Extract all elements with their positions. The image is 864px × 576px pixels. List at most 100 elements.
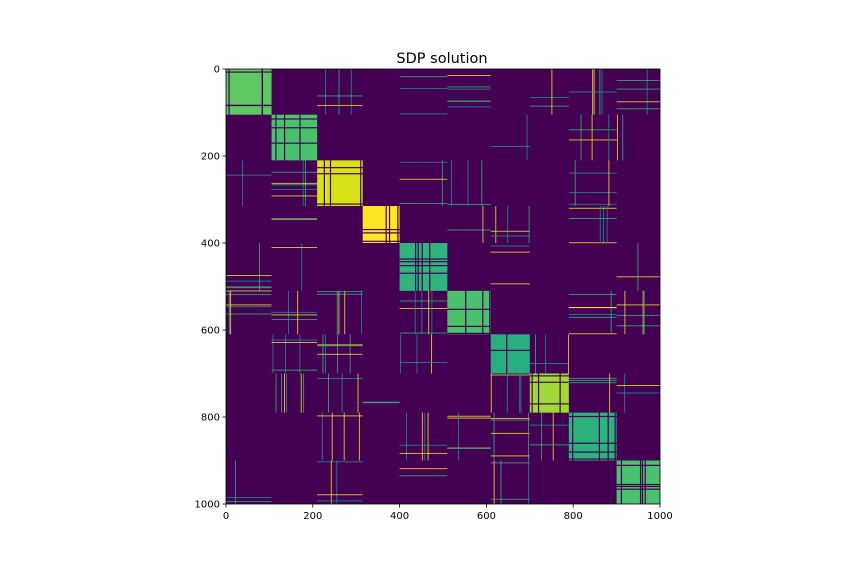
heatmap-line	[490, 417, 530, 419]
heatmap-line	[275, 373, 277, 413]
heatmap-gap	[323, 160, 325, 207]
heatmap-line	[609, 373, 611, 413]
x-tick-label: 200	[303, 511, 322, 522]
heatmap-gap	[616, 464, 660, 466]
heatmap-gap	[317, 167, 363, 169]
heatmap-line	[234, 460, 236, 504]
heatmap-line	[490, 145, 530, 147]
heatmap-line	[447, 203, 491, 205]
heatmap-line	[568, 242, 617, 244]
heatmap-line	[568, 333, 617, 335]
heatmap-line	[362, 401, 400, 403]
heatmap-line	[616, 114, 618, 161]
heatmap-gap	[399, 261, 448, 263]
heatmap-gap	[271, 142, 318, 144]
heatmap-line	[529, 97, 569, 98]
heatmap-line	[399, 307, 448, 309]
heatmap-line	[447, 447, 491, 449]
heatmap-gap	[317, 203, 363, 205]
heatmap-line	[259, 243, 260, 291]
axes-frame	[225, 68, 661, 505]
heatmap-line	[428, 290, 430, 335]
heatmap-line	[399, 178, 448, 180]
heatmap-line	[399, 468, 448, 470]
heatmap-line	[317, 500, 363, 502]
heatmap-block-7	[490, 334, 530, 374]
heatmap-gap	[429, 243, 431, 291]
heatmap-line	[568, 91, 617, 93]
heatmap-line	[568, 139, 617, 141]
heatmap-gap	[275, 114, 277, 161]
heatmap-line	[520, 373, 522, 413]
heatmap-line	[644, 290, 645, 335]
heatmap-line	[283, 373, 285, 413]
heatmap-gap	[317, 173, 363, 175]
heatmap-line	[506, 373, 508, 413]
heatmap-line	[458, 412, 460, 461]
heatmap-line	[490, 498, 530, 500]
heatmap-block-9	[568, 412, 617, 461]
heatmap-line	[286, 373, 288, 413]
heatmap-line	[568, 334, 570, 374]
heatmap-line	[226, 313, 272, 315]
heatmap-block-2	[271, 114, 318, 161]
heatmap-line	[338, 69, 340, 115]
heatmap-gap	[572, 412, 574, 461]
heatmap-block-10	[616, 460, 660, 504]
heatmap-line	[226, 174, 272, 176]
heatmap-line	[341, 373, 343, 413]
heatmap-line	[325, 334, 326, 374]
heatmap-line	[599, 206, 601, 243]
heatmap-line	[574, 160, 576, 207]
heatmap-line	[568, 203, 617, 205]
heatmap-gap	[529, 403, 569, 405]
heatmap-line	[616, 108, 660, 110]
heatmap-line	[399, 475, 448, 477]
heatmap-gap	[271, 127, 318, 129]
heatmap-line	[482, 206, 484, 243]
heatmap-block-4	[362, 206, 400, 243]
heatmap-line	[490, 283, 530, 285]
heatmap-line	[317, 461, 363, 463]
heatmap-line	[616, 325, 660, 327]
heatmap-line	[271, 311, 318, 313]
heatmap-line	[271, 318, 318, 320]
heatmap-line	[281, 373, 283, 413]
heatmap-line	[568, 306, 617, 308]
heatmap-line	[399, 332, 448, 334]
heatmap-line	[431, 334, 433, 374]
x-tick-label: 600	[477, 511, 496, 522]
heatmap-gap	[490, 349, 530, 351]
heatmap-line	[568, 207, 617, 209]
heatmap-line	[424, 412, 426, 461]
heatmap-line	[507, 206, 509, 243]
heatmap-gap	[388, 206, 391, 243]
heatmap-gap	[537, 373, 540, 413]
heatmap-line	[493, 460, 495, 504]
heatmap-line	[616, 304, 660, 306]
heatmap-gap	[568, 415, 617, 418]
heatmap-line	[271, 188, 318, 190]
heatmap-line	[338, 290, 340, 335]
heatmap-line	[624, 290, 626, 335]
heatmap-gap	[226, 71, 272, 73]
heatmap-line	[317, 415, 363, 417]
heatmap-line	[608, 160, 610, 207]
heatmap-line	[230, 290, 232, 335]
heatmap-line	[226, 290, 272, 292]
heatmap-gap	[399, 258, 448, 260]
heatmap-gap	[529, 381, 569, 383]
heatmap-line	[519, 373, 521, 413]
y-tick-label: 200	[201, 152, 220, 163]
heatmap-gap	[447, 308, 491, 310]
heatmap-line	[591, 114, 593, 161]
heatmap-gap	[568, 442, 617, 444]
heatmap-line	[545, 334, 547, 374]
heatmap-line	[447, 75, 491, 76]
heatmap-line	[416, 334, 418, 374]
heatmap-line	[490, 432, 530, 434]
heatmap-line	[526, 114, 528, 161]
heatmap-gap	[397, 206, 399, 243]
heatmap-line	[490, 251, 530, 253]
heatmap-line	[431, 290, 433, 335]
